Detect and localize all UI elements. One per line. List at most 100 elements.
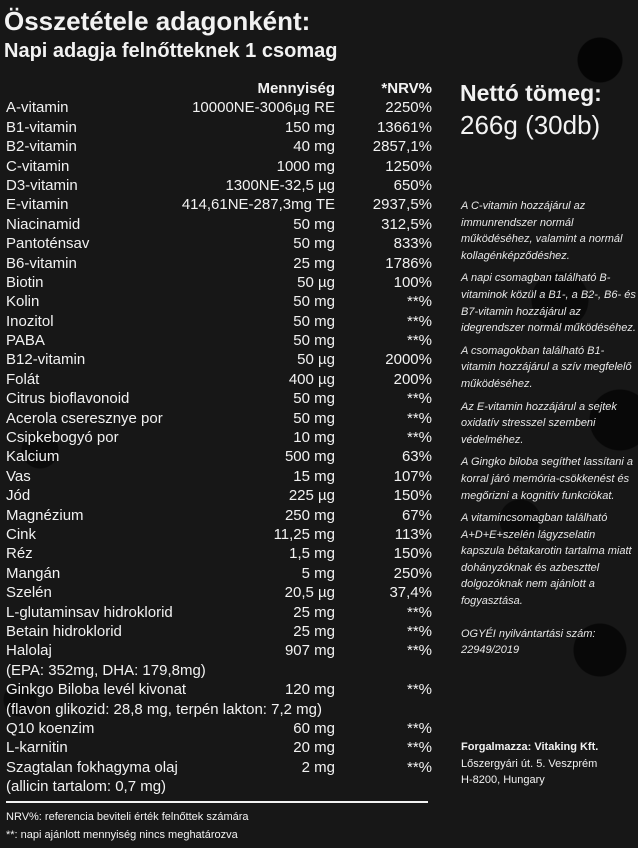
ingredient-nrv: 107% bbox=[393, 467, 432, 485]
table-row: Cink 11,25 mg 113% bbox=[6, 525, 432, 544]
ingredient-nrv: 2000% bbox=[385, 351, 432, 369]
ingredient-name: Pantoténsav bbox=[6, 235, 90, 253]
ingredient-name: L-karnitin bbox=[6, 739, 68, 757]
table-row: Ginkgo Biloba levél kivonat 120 mg **% bbox=[6, 680, 432, 699]
page-subtitle: Napi adagja felnőtteknek 1 csomag bbox=[4, 40, 338, 62]
ingredient-amount: 25 mg bbox=[293, 254, 335, 272]
ingredient-name: Mangán bbox=[6, 564, 61, 582]
ingredient-amount: 250 mg bbox=[284, 506, 335, 524]
table-row: Betain hidroklorid 25 mg **% bbox=[6, 622, 432, 641]
ingredient-nrv: **% bbox=[406, 332, 432, 350]
ingredient-amount: 225 µg bbox=[288, 487, 335, 505]
table-row: B12-vitamin 50 µg 2000% bbox=[6, 350, 432, 369]
ingredient-name: Halolaj bbox=[6, 642, 52, 660]
ingredient-name: Citrus bioflavonoid bbox=[6, 390, 130, 408]
ingredient-name: Szelén bbox=[6, 584, 52, 602]
table-row: Folát 400 µg 200% bbox=[6, 370, 432, 389]
ingredient-amount: 50 mg bbox=[293, 390, 335, 408]
table-row: L-karnitin 20 mg **% bbox=[6, 738, 432, 757]
ingredient-nrv: **% bbox=[406, 719, 432, 737]
claim-text: A csomagokban található B1-vitamin hozzá… bbox=[461, 344, 632, 390]
ingredient-amount: 120 mg bbox=[284, 681, 335, 699]
ingredient-name: (EPA: 352mg, DHA: 179,8mg) bbox=[6, 661, 206, 679]
ingredient-name: B2-vitamin bbox=[6, 138, 77, 156]
ingredient-nrv: **% bbox=[406, 312, 432, 330]
ingredient-amount: 10 mg bbox=[293, 429, 335, 447]
ingredient-amount: 50 mg bbox=[293, 293, 335, 311]
page-title: Összetétele adagonként: bbox=[4, 6, 311, 36]
ingredient-name: PABA bbox=[6, 332, 45, 350]
header-nrv: *NRV% bbox=[381, 80, 432, 97]
ingredient-name: B1-vitamin bbox=[6, 118, 77, 136]
table-header: Mennyiség *NRV% bbox=[6, 79, 432, 98]
ingredient-nrv: 150% bbox=[393, 487, 432, 505]
ingredient-amount: 20 mg bbox=[293, 739, 335, 757]
ingredient-amount: 50 µg bbox=[297, 273, 335, 291]
net-weight-value: 266g (30db) bbox=[460, 110, 601, 140]
table-row: PABA 50 mg **% bbox=[6, 331, 432, 350]
table-row: Réz 1,5 mg 150% bbox=[6, 544, 432, 563]
ingredient-nrv: 37,4% bbox=[389, 584, 432, 602]
table-row: Pantoténsav 50 mg 833% bbox=[6, 234, 432, 253]
ingredient-name: Csipkebogyó por bbox=[6, 429, 119, 447]
ingredient-amount: 2 mg bbox=[301, 758, 335, 776]
ingredient-nrv: 200% bbox=[393, 370, 432, 388]
ingredient-amount: 400 µg bbox=[288, 370, 335, 388]
ingredient-nrv: 100% bbox=[393, 273, 432, 291]
table-row: B1-vitamin 150 mg 13661% bbox=[6, 118, 432, 137]
table-row: Q10 koenzim 60 mg **% bbox=[6, 719, 432, 738]
ingredient-amount: 414,61NE-287,3mg TE bbox=[181, 196, 335, 214]
ingredient-name: Réz bbox=[6, 545, 33, 563]
ingredient-nrv: **% bbox=[406, 409, 432, 427]
footnote-nrv: NRV%: referencia beviteli érték felnőtte… bbox=[6, 811, 249, 823]
ingredient-name: A-vitamin bbox=[6, 99, 69, 117]
ingredient-nrv: 67% bbox=[401, 506, 432, 524]
table-row: (flavon glikozid: 28,8 mg, terpén lakton… bbox=[6, 700, 432, 719]
ingredient-amount: 25 mg bbox=[293, 622, 335, 640]
ingredient-amount: 60 mg bbox=[293, 719, 335, 737]
ingredient-name: Folát bbox=[6, 370, 40, 388]
table-row: B6-vitamin 25 mg 1786% bbox=[6, 254, 432, 273]
ingredient-name: B12-vitamin bbox=[6, 351, 86, 369]
claim-text: A C-vitamin hozzájárul az immunrendszer … bbox=[461, 200, 623, 262]
table-row: Biotin 50 µg 100% bbox=[6, 273, 432, 292]
ingredient-nrv: **% bbox=[406, 429, 432, 447]
ingredient-amount: 50 µg bbox=[297, 351, 335, 369]
ingredient-name: L-glutaminsav hidroklorid bbox=[6, 603, 173, 621]
ingredient-amount: 907 mg bbox=[284, 642, 335, 660]
divider bbox=[6, 801, 428, 803]
distributor-address-line2: H-8200, Hungary bbox=[461, 774, 545, 787]
table-row: E-vitamin 414,61NE-287,3mg TE 2937,5% bbox=[6, 195, 432, 214]
ingredient-name: Cink bbox=[6, 525, 37, 543]
distributor-address-line1: Lőszergyári út. 5. Veszprém bbox=[461, 757, 598, 770]
ingredient-nrv: 2857,1% bbox=[372, 138, 432, 156]
ingredient-name: Niacinamid bbox=[6, 215, 81, 233]
ingredient-name: (flavon glikozid: 28,8 mg, terpén lakton… bbox=[6, 700, 322, 718]
ingredient-amount: 1300NE-32,5 µg bbox=[225, 176, 335, 194]
ingredient-nrv: 2250% bbox=[385, 99, 432, 117]
ingredient-nrv: 13661% bbox=[376, 118, 432, 136]
table-row: Vas 15 mg 107% bbox=[6, 467, 432, 486]
claim-text: A vitamincsomagban található A+D+E+szelé… bbox=[461, 512, 632, 608]
claim-text: A napi csomagban található B-vitaminok k… bbox=[461, 272, 636, 335]
ingredient-nrv: 250% bbox=[393, 564, 432, 582]
ingredient-amount: 5 mg bbox=[301, 564, 335, 582]
ingredient-nrv: 650% bbox=[393, 176, 432, 194]
ingredient-nrv: 1786% bbox=[385, 254, 432, 272]
ingredient-name: Ginkgo Biloba levél kivonat bbox=[6, 681, 187, 699]
ingredient-amount: 50 mg bbox=[293, 235, 335, 253]
ingredient-amount: 150 mg bbox=[284, 118, 335, 136]
distributor-name: Forgalmazza: Vitaking Kft. bbox=[461, 741, 599, 753]
table-row: Mangán 5 mg 250% bbox=[6, 564, 432, 583]
ingredient-name: Kalcium bbox=[6, 448, 60, 466]
table-row: Kolin 50 mg **% bbox=[6, 292, 432, 311]
ingredient-amount: 11,25 mg bbox=[273, 525, 335, 543]
table-row: (EPA: 352mg, DHA: 179,8mg) bbox=[6, 661, 432, 680]
table-row: A-vitamin 10000NE-3006µg RE 2250% bbox=[6, 98, 432, 117]
ingredient-name: Biotin bbox=[6, 273, 44, 291]
ingredient-name: B6-vitamin bbox=[6, 254, 77, 272]
ingredient-amount: 40 mg bbox=[293, 138, 335, 156]
ingredient-name: Vas bbox=[6, 467, 31, 485]
ingredient-nrv: **% bbox=[406, 758, 432, 776]
